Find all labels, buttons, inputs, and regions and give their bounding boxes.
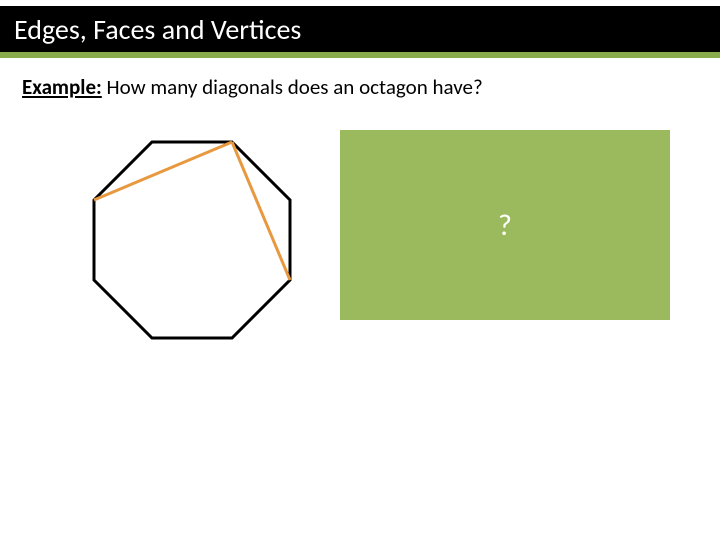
octagon-shape: [94, 142, 290, 338]
title-bar: Edges, Faces and Vertices: [0, 6, 720, 56]
example-line: Example: How many diagonals does an octa…: [22, 74, 483, 100]
diagonal-line: [232, 142, 290, 280]
example-label: Example:: [22, 74, 102, 100]
answer-box: ?: [340, 130, 670, 320]
answer-text: ?: [498, 207, 512, 244]
diagonal-line: [94, 142, 232, 200]
page-title: Edges, Faces and Vertices: [14, 12, 301, 47]
example-text: How many diagonals does an octagon have?: [102, 74, 483, 100]
diagonals-group: [94, 142, 290, 280]
title-underline: [0, 52, 720, 58]
octagon-diagram: [60, 128, 320, 368]
